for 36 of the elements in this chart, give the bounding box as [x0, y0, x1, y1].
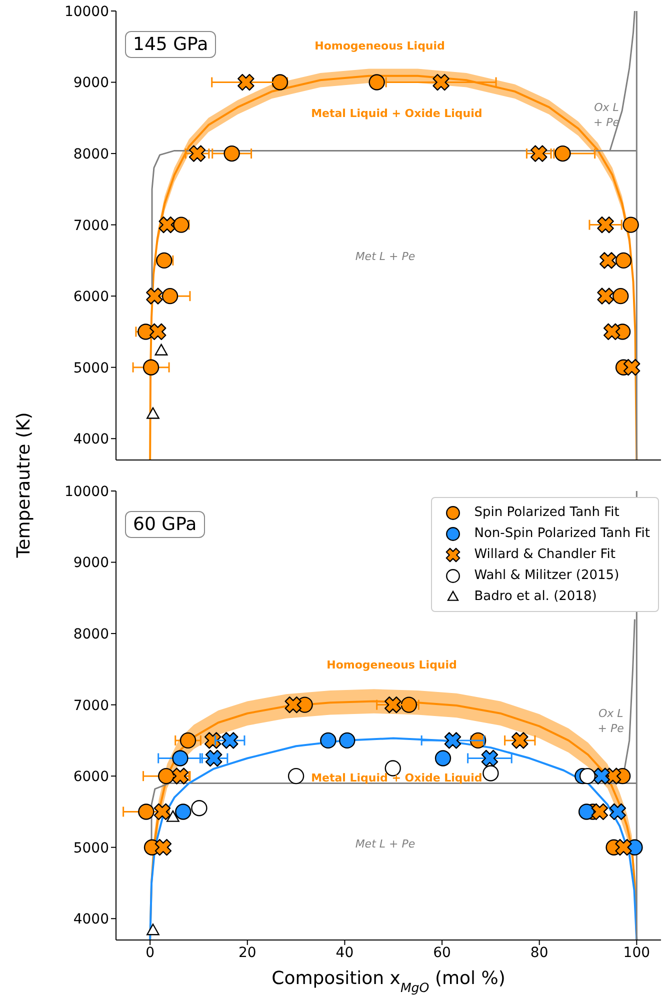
- y-tick-label: 10000: [64, 484, 109, 500]
- text: 60 GPa: [125, 511, 205, 538]
- text: 145 GPa: [125, 31, 216, 58]
- y-tick-label: 6000: [73, 289, 109, 306]
- y-tick-label: 7000: [73, 218, 109, 234]
- y-tick-label: 4000: [73, 432, 109, 448]
- y-tick-label: 6000: [73, 769, 109, 786]
- y-tick-label: 7000: [73, 698, 109, 714]
- y-tick-label: 9000: [73, 75, 109, 92]
- legend-label: Spin Polarized Tanh Fit: [474, 505, 620, 520]
- y-axis-title: Temperautre (K): [14, 412, 34, 558]
- x-tick-label: 60: [433, 944, 451, 961]
- y-tick-label: 4000: [73, 912, 109, 928]
- x-tick-label: 100: [623, 944, 650, 961]
- annotation: Metal Liquid + Oxide Liquid: [311, 106, 482, 120]
- annotation: Homogeneous Liquid: [326, 658, 457, 672]
- y-tick-label: 10000: [64, 4, 109, 20]
- annotation: Metal Liquid + Oxide Liquid: [311, 771, 482, 784]
- annotation: Met L + Pe: [355, 250, 416, 264]
- legend-label: Wahl & Militzer (2015): [474, 568, 620, 583]
- legend-label: Non-Spin Polarized Tanh Fit: [474, 526, 650, 541]
- annotation: Met L + Pe: [355, 837, 416, 850]
- y-tick-label: 5000: [73, 840, 109, 856]
- y-tick-label: 8000: [73, 146, 109, 163]
- legend-label: Willard & Chandler Fit: [474, 547, 616, 562]
- y-tick-label: 8000: [73, 626, 109, 643]
- x-tick-label: 40: [336, 944, 354, 961]
- x-tick-label: 80: [530, 944, 548, 961]
- annotation: Homogeneous Liquid: [314, 39, 445, 52]
- x-tick-label: 20: [238, 944, 256, 961]
- x-axis-title: Composition x$_{MgO}$ (mol %): [272, 968, 506, 994]
- legend-label: Badro et al. (2018): [474, 589, 597, 604]
- y-tick-label: 5000: [73, 360, 109, 376]
- annotation: Ox L + Pe: [598, 706, 624, 735]
- x-tick-label: 0: [146, 944, 155, 961]
- y-tick-label: 9000: [73, 555, 109, 572]
